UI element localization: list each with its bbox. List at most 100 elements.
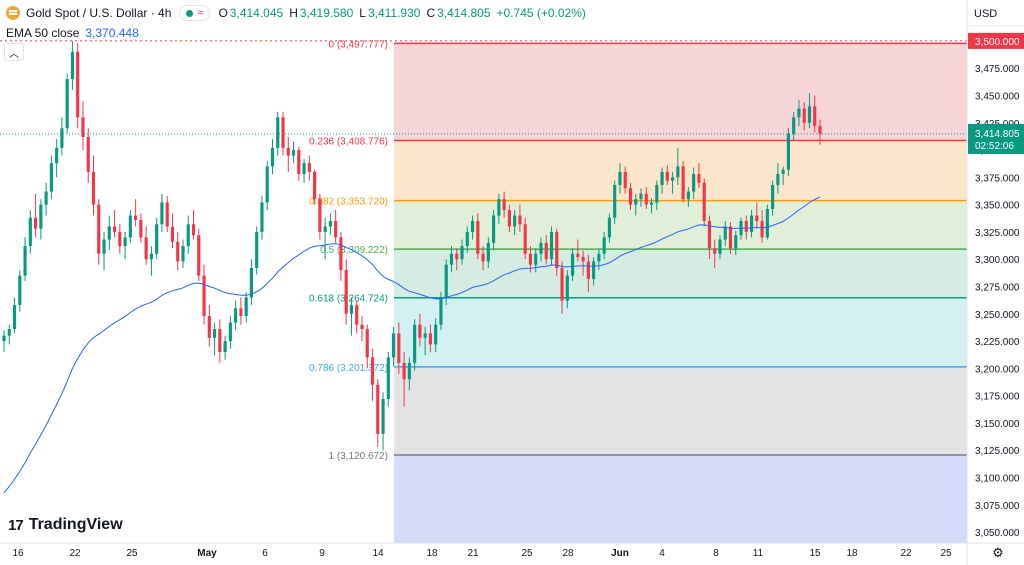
price-marker-label: 3,500.000 <box>975 37 1020 48</box>
gear-icon[interactable]: ⚙ <box>992 545 1004 560</box>
collapse-legend-button[interactable]: ︿ <box>4 43 24 61</box>
candle-body <box>376 384 380 434</box>
candle-body <box>260 202 264 232</box>
candle-body <box>423 333 427 338</box>
candle-body <box>176 241 180 262</box>
candle-body <box>444 264 448 298</box>
candle-body <box>513 215 517 227</box>
currency-label: USD <box>974 8 998 20</box>
candle-body <box>134 215 138 220</box>
candle-body <box>486 242 490 262</box>
candle-body <box>213 329 217 338</box>
candle-body <box>97 204 101 254</box>
open-label: O <box>218 6 228 20</box>
candle-body <box>49 163 53 192</box>
candle-body <box>2 335 6 342</box>
candle-body <box>128 215 132 238</box>
x-tick-label: 28 <box>562 548 574 559</box>
currency-selector[interactable]: USD <box>970 4 1022 24</box>
y-tick-label: 3,075.000 <box>975 501 1020 512</box>
candle-body <box>797 108 801 118</box>
candle-body <box>328 221 332 227</box>
y-tick-label: 3,175.000 <box>975 392 1020 403</box>
candle-body <box>91 171 96 205</box>
candle-body <box>207 315 211 338</box>
candle-body <box>291 150 296 156</box>
candle-body <box>191 224 196 236</box>
y-tick-label: 3,050.000 <box>975 528 1020 539</box>
market-status-badge[interactable]: ≈ <box>179 5 211 21</box>
candle-body <box>339 237 343 271</box>
candle-body <box>60 128 64 148</box>
candle-body <box>55 147 59 164</box>
candle-body <box>360 324 364 330</box>
candle-body <box>492 215 496 243</box>
candle-body <box>418 324 422 338</box>
ema-legend[interactable]: EMA 50 close 3,370.448 <box>6 26 139 40</box>
candle-body <box>70 51 75 80</box>
fib-zone <box>394 454 967 543</box>
fib-zone <box>394 140 967 201</box>
candle-body <box>160 202 164 225</box>
fib-zone <box>394 249 967 298</box>
candle-body <box>776 174 780 185</box>
candle-body <box>118 231 122 247</box>
candle-body <box>123 237 127 247</box>
candle-body <box>707 221 712 249</box>
candle-body <box>649 202 654 205</box>
candle-body <box>534 253 538 265</box>
candle-body <box>112 226 117 232</box>
candle-body <box>818 126 822 134</box>
candle-body <box>44 191 48 205</box>
candle-body <box>586 261 590 279</box>
y-tick-label: 3,375.000 <box>975 173 1020 184</box>
y-tick-label: 3,200.000 <box>975 364 1020 375</box>
candle-body <box>397 333 401 363</box>
candle-body <box>413 324 417 363</box>
candle-body <box>592 261 596 279</box>
x-tick-label: 15 <box>809 548 821 559</box>
candle-body <box>434 324 438 345</box>
tradingview-logo[interactable]: 17 TradingView <box>8 516 123 534</box>
x-tick-label: 11 <box>753 548 764 559</box>
candle-body <box>786 133 790 170</box>
candle-body <box>23 246 27 276</box>
candle-body <box>270 147 275 167</box>
y-tick-label: 3,250.000 <box>975 310 1020 321</box>
candle-body <box>255 231 259 268</box>
candle-body <box>744 221 748 232</box>
candle-body <box>449 253 454 265</box>
ema-line <box>3 196 821 494</box>
candle-body <box>249 267 254 298</box>
candle-body <box>734 235 738 249</box>
candle-body <box>523 224 527 254</box>
x-tick-label: 18 <box>426 548 438 559</box>
candle-body <box>781 169 785 175</box>
candle-body <box>276 117 280 148</box>
symbol-title[interactable]: Gold Spot / U.S. Dollar · 4h <box>26 6 172 20</box>
candle-body <box>771 184 775 210</box>
candle-body <box>628 188 633 205</box>
chevron-up-icon: ︿ <box>9 48 19 60</box>
candle-body <box>518 215 522 225</box>
candle-body <box>349 305 354 314</box>
candle-body <box>144 237 148 260</box>
candle-body <box>602 237 606 254</box>
x-tick-label: 25 <box>940 548 952 559</box>
candle-body <box>549 231 554 260</box>
candle-body <box>555 231 559 268</box>
x-tick-label: 22 <box>69 548 81 559</box>
candle-body <box>655 184 659 203</box>
candle-body <box>28 217 32 247</box>
candle-body <box>476 221 480 254</box>
candle-body <box>660 171 664 185</box>
fib-label: 0.786 (3,201.372) <box>309 363 388 374</box>
candle-body <box>470 221 475 232</box>
candle-body <box>165 202 169 227</box>
candle-body <box>107 226 111 240</box>
low-value: 3,411.930 <box>367 6 421 20</box>
candle-body <box>81 117 85 137</box>
candle-body <box>386 357 390 399</box>
low-label: L <box>359 6 366 20</box>
